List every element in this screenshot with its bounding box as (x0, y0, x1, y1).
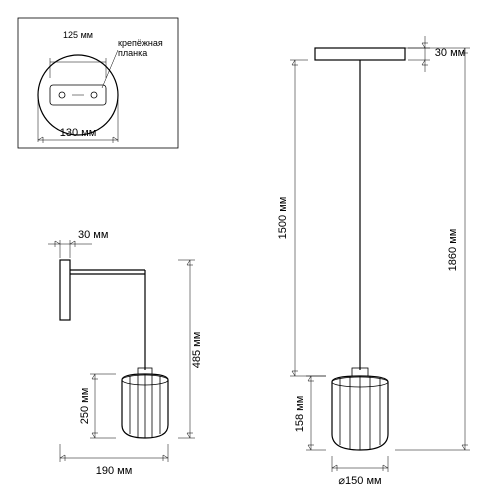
dim-wall-30: 30 мм (78, 229, 108, 241)
dim-130: 130 мм (60, 127, 97, 139)
dim-158: 158 мм (294, 396, 306, 433)
pendant-lamp: 30 мм 1500 мм 1860 мм 158 мм ⌀150 мм (277, 36, 470, 487)
dim-485: 485 мм (191, 332, 203, 369)
plate-label-1: крепёжная (118, 38, 163, 48)
dim-1500: 1500 мм (277, 197, 289, 240)
wall-lamp-shade (122, 374, 168, 438)
plate-label-2: планка (118, 48, 147, 58)
dim-d150: ⌀150 мм (338, 475, 381, 487)
inset-panel: 125 мм крепёжная планка 130 мм (18, 18, 178, 148)
pendant-shade (332, 376, 388, 450)
dim-1860: 1860 мм (447, 229, 459, 272)
dim-125: 125 мм (63, 30, 93, 40)
dim-250: 250 мм (79, 388, 91, 425)
dim-pend-30: 30 мм (435, 47, 465, 59)
dim-190: 190 мм (96, 465, 133, 477)
wall-lamp: 30 мм 485 мм 250 мм 190 мм (48, 229, 203, 477)
technical-drawing: 125 мм крепёжная планка 130 мм (0, 0, 500, 500)
